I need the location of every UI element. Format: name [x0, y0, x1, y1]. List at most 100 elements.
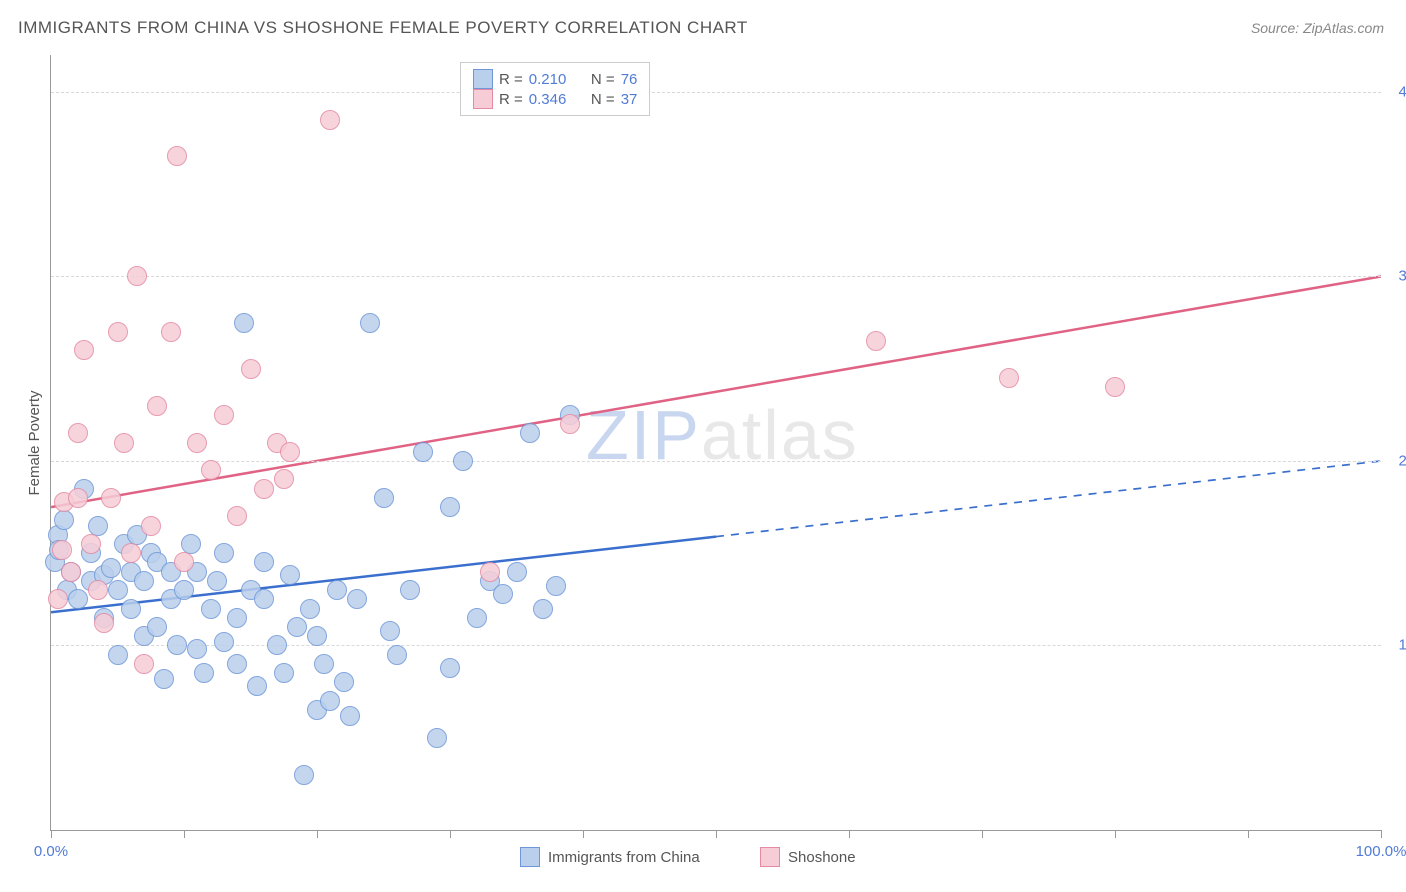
point-shoshone: [866, 331, 886, 351]
point-china: [440, 497, 460, 517]
point-china: [467, 608, 487, 628]
point-china: [227, 654, 247, 674]
x-tick: [450, 830, 451, 838]
point-shoshone: [141, 516, 161, 536]
point-shoshone: [94, 613, 114, 633]
legend-r-value: 0.346: [529, 91, 581, 108]
legend-n-value: 76: [621, 71, 638, 88]
point-shoshone: [254, 479, 274, 499]
point-china: [507, 562, 527, 582]
point-china: [54, 510, 74, 530]
point-china: [254, 589, 274, 609]
point-china: [121, 599, 141, 619]
y-tick-label: 10.0%: [1398, 637, 1406, 654]
legend-row: R = 0.346 N = 37: [473, 89, 637, 109]
legend-swatch: [520, 847, 540, 867]
point-china: [380, 621, 400, 641]
point-shoshone: [480, 562, 500, 582]
point-shoshone: [74, 340, 94, 360]
point-shoshone: [174, 552, 194, 572]
x-tick: [583, 830, 584, 838]
point-china: [108, 645, 128, 665]
legend-r-value: 0.210: [529, 71, 581, 88]
point-shoshone: [214, 405, 234, 425]
point-china: [314, 654, 334, 674]
point-shoshone: [320, 110, 340, 130]
legend-n-label: N =: [587, 91, 615, 108]
point-china: [214, 632, 234, 652]
point-shoshone: [121, 543, 141, 563]
point-shoshone: [114, 433, 134, 453]
point-china: [214, 543, 234, 563]
point-china: [274, 663, 294, 683]
point-shoshone: [68, 488, 88, 508]
point-china: [374, 488, 394, 508]
point-china: [88, 516, 108, 536]
point-shoshone: [227, 506, 247, 526]
source-attribution: Source: ZipAtlas.com: [1251, 20, 1384, 36]
y-tick-label: 30.0%: [1398, 268, 1406, 285]
point-china: [413, 442, 433, 462]
point-china: [493, 584, 513, 604]
point-china: [387, 645, 407, 665]
point-china: [280, 565, 300, 585]
x-tick: [1248, 830, 1249, 838]
x-tick-label: 0.0%: [34, 843, 68, 860]
x-tick: [982, 830, 983, 838]
x-tick: [849, 830, 850, 838]
gridline-h: [51, 645, 1381, 646]
legend-n-value: 37: [621, 91, 638, 108]
point-china: [227, 608, 247, 628]
legend-row: R =0.210 N =76: [473, 69, 637, 89]
scatter-plot-area: ZIPatlas 10.0%20.0%30.0%40.0%0.0%100.0%: [50, 55, 1381, 831]
point-shoshone: [48, 589, 68, 609]
legend-r-label: R =: [499, 91, 523, 108]
y-tick-label: 40.0%: [1398, 83, 1406, 100]
point-china: [287, 617, 307, 637]
x-tick: [317, 830, 318, 838]
point-china: [234, 313, 254, 333]
x-tick: [1115, 830, 1116, 838]
point-shoshone: [274, 469, 294, 489]
point-shoshone: [167, 146, 187, 166]
point-shoshone: [1105, 377, 1125, 397]
point-shoshone: [999, 368, 1019, 388]
legend-n-label: N =: [587, 71, 615, 88]
point-shoshone: [108, 322, 128, 342]
point-china: [167, 635, 187, 655]
point-china: [174, 580, 194, 600]
point-china: [108, 580, 128, 600]
watermark: ZIPatlas: [586, 395, 859, 475]
point-shoshone: [201, 460, 221, 480]
legend-bottom-item: Shoshone: [760, 847, 856, 867]
point-shoshone: [127, 266, 147, 286]
point-shoshone: [101, 488, 121, 508]
point-shoshone: [241, 359, 261, 379]
point-china: [307, 626, 327, 646]
point-shoshone: [134, 654, 154, 674]
point-china: [147, 617, 167, 637]
chart-title: IMMIGRANTS FROM CHINA VS SHOSHONE FEMALE…: [18, 18, 748, 38]
point-china: [201, 599, 221, 619]
legend-series-name: Shoshone: [788, 849, 856, 866]
legend-correlation-box: R = 0.210 N = 76R = 0.346 N = 37: [460, 62, 650, 116]
point-china: [427, 728, 447, 748]
point-china: [340, 706, 360, 726]
point-china: [440, 658, 460, 678]
x-tick: [716, 830, 717, 838]
x-tick: [1381, 830, 1382, 838]
point-china: [294, 765, 314, 785]
point-china: [181, 534, 201, 554]
point-shoshone: [187, 433, 207, 453]
point-china: [154, 669, 174, 689]
point-shoshone: [52, 540, 72, 560]
legend-series-name: Immigrants from China: [548, 849, 700, 866]
legend-swatch: [473, 89, 493, 109]
point-shoshone: [161, 322, 181, 342]
point-china: [101, 558, 121, 578]
x-tick-label: 100.0%: [1356, 843, 1406, 860]
trend-lines: [51, 55, 1381, 830]
point-china: [247, 676, 267, 696]
point-china: [68, 589, 88, 609]
x-tick: [51, 830, 52, 838]
